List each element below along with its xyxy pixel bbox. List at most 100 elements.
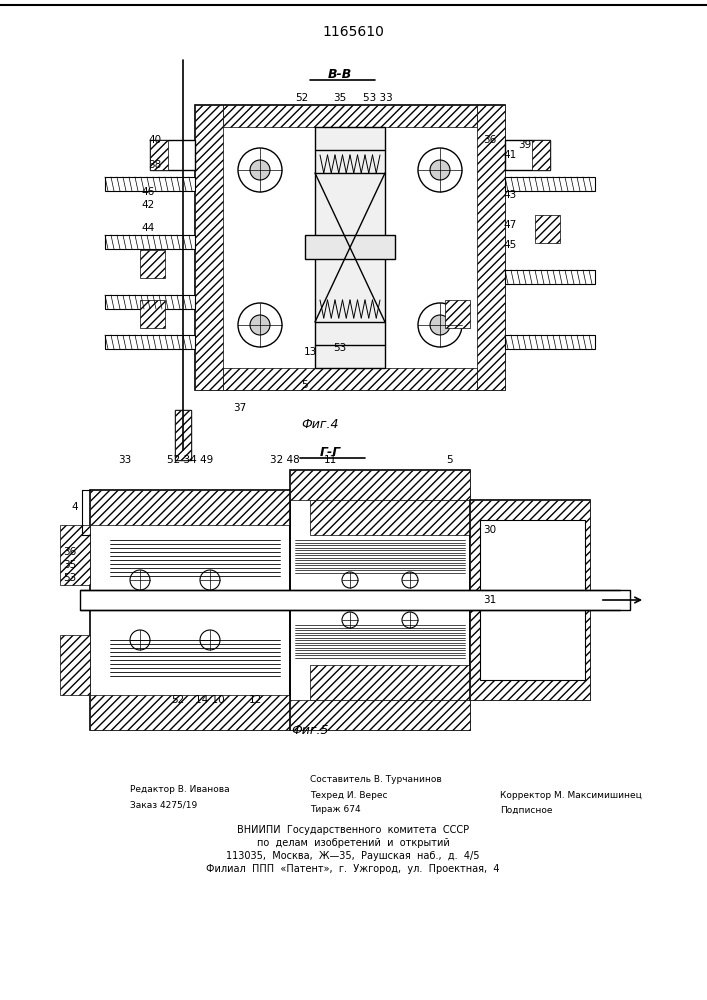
Circle shape	[200, 630, 220, 650]
Text: 52: 52	[171, 695, 185, 705]
Bar	[223, 368, 477, 390]
Bar	[105, 335, 195, 349]
Text: 32 48: 32 48	[270, 455, 300, 465]
Text: 35: 35	[334, 93, 346, 103]
Circle shape	[342, 612, 358, 628]
Circle shape	[200, 570, 220, 590]
Bar	[105, 235, 195, 249]
Text: 30: 30	[484, 525, 496, 535]
Bar	[480, 520, 585, 680]
Bar	[477, 105, 505, 390]
Bar	[535, 215, 560, 243]
Bar	[505, 140, 550, 170]
Text: 113035,  Москва,  Ж—35,  Раушская  наб.,  д.  4/5: 113035, Москва, Ж—35, Раушская наб., д. …	[226, 851, 480, 861]
Text: Тираж 674: Тираж 674	[310, 806, 361, 814]
Bar	[305, 235, 395, 259]
Text: 13: 13	[303, 347, 317, 357]
Text: ВНИИПИ  Государственного  комитета  СССР: ВНИИПИ Государственного комитета СССР	[237, 825, 469, 835]
Bar	[150, 140, 195, 170]
Text: 44: 44	[141, 223, 155, 233]
Text: 40: 40	[148, 135, 162, 145]
Circle shape	[402, 572, 418, 588]
Circle shape	[418, 148, 462, 192]
Text: 52 34 49: 52 34 49	[167, 455, 213, 465]
Text: В-В: В-В	[328, 68, 352, 82]
Bar	[140, 250, 165, 278]
Text: Заказ 4275/19: Заказ 4275/19	[130, 800, 197, 810]
Bar	[195, 105, 505, 390]
Bar	[470, 500, 590, 700]
Bar	[195, 105, 223, 390]
Bar	[60, 525, 90, 585]
Bar	[90, 490, 290, 730]
Text: 53: 53	[64, 573, 76, 583]
Circle shape	[250, 315, 270, 335]
Bar	[505, 177, 595, 191]
Bar	[60, 635, 90, 695]
Bar	[310, 500, 470, 535]
Text: 45: 45	[503, 240, 517, 250]
Bar	[290, 700, 470, 730]
Text: Составитель В. Турчанинов: Составитель В. Турчанинов	[310, 776, 442, 784]
Text: Фиг.4: Фиг.4	[301, 418, 339, 432]
Text: 38: 38	[148, 160, 162, 170]
Text: 39: 39	[518, 140, 532, 150]
Circle shape	[130, 630, 150, 650]
Text: 4: 4	[71, 502, 78, 512]
Bar	[315, 127, 385, 368]
Text: 31: 31	[484, 595, 496, 605]
Text: 41: 41	[503, 150, 517, 160]
Circle shape	[238, 148, 282, 192]
Text: Г-Г: Г-Г	[320, 446, 341, 460]
Text: 53 33: 53 33	[363, 93, 393, 103]
Text: Филиал  ППП  «Патент»,  г.  Ужгород,  ул.  Проектная,  4: Филиал ППП «Патент», г. Ужгород, ул. Про…	[206, 864, 500, 874]
Circle shape	[342, 572, 358, 588]
Text: 5: 5	[302, 380, 308, 390]
Circle shape	[250, 160, 270, 180]
Bar	[140, 300, 165, 328]
Text: 46: 46	[141, 187, 155, 197]
Text: 47: 47	[503, 220, 517, 230]
Text: 11: 11	[323, 455, 337, 465]
Bar	[175, 410, 191, 460]
Bar	[290, 470, 470, 730]
Bar	[90, 490, 290, 525]
Text: 12: 12	[248, 695, 262, 705]
Bar	[175, 410, 191, 460]
Bar	[310, 665, 470, 700]
Bar	[105, 177, 195, 191]
Circle shape	[430, 160, 450, 180]
Text: Техред И. Верес: Техред И. Верес	[310, 790, 387, 800]
Circle shape	[430, 315, 450, 335]
Text: 1165610: 1165610	[322, 25, 384, 39]
Text: 36: 36	[484, 135, 496, 145]
Bar	[90, 695, 290, 730]
Bar	[223, 105, 477, 127]
Text: 53: 53	[334, 343, 346, 353]
Bar	[80, 590, 630, 610]
Text: Редактор В. Иванова: Редактор В. Иванова	[130, 786, 230, 794]
Text: Корректор М. Максимишинец: Корректор М. Максимишинец	[500, 790, 642, 800]
Text: 5: 5	[447, 455, 453, 465]
Text: по  делам  изобретений  и  открытий: по делам изобретений и открытий	[257, 838, 450, 848]
Circle shape	[130, 570, 150, 590]
Bar	[105, 295, 195, 309]
Bar	[445, 300, 470, 328]
Text: 52: 52	[296, 93, 309, 103]
Text: 36: 36	[64, 547, 76, 557]
Text: 43: 43	[503, 190, 517, 200]
Bar	[470, 500, 590, 700]
Text: Фиг.5: Фиг.5	[291, 724, 329, 736]
Circle shape	[238, 303, 282, 347]
Text: 33: 33	[118, 455, 132, 465]
Circle shape	[402, 612, 418, 628]
Bar	[150, 140, 168, 170]
Bar	[532, 140, 550, 170]
Text: 35: 35	[64, 560, 76, 570]
Circle shape	[418, 303, 462, 347]
Text: 14 10: 14 10	[195, 695, 225, 705]
Text: 42: 42	[141, 200, 155, 210]
Text: Подписное: Подписное	[500, 806, 552, 814]
Bar	[505, 335, 595, 349]
Bar	[505, 270, 595, 284]
